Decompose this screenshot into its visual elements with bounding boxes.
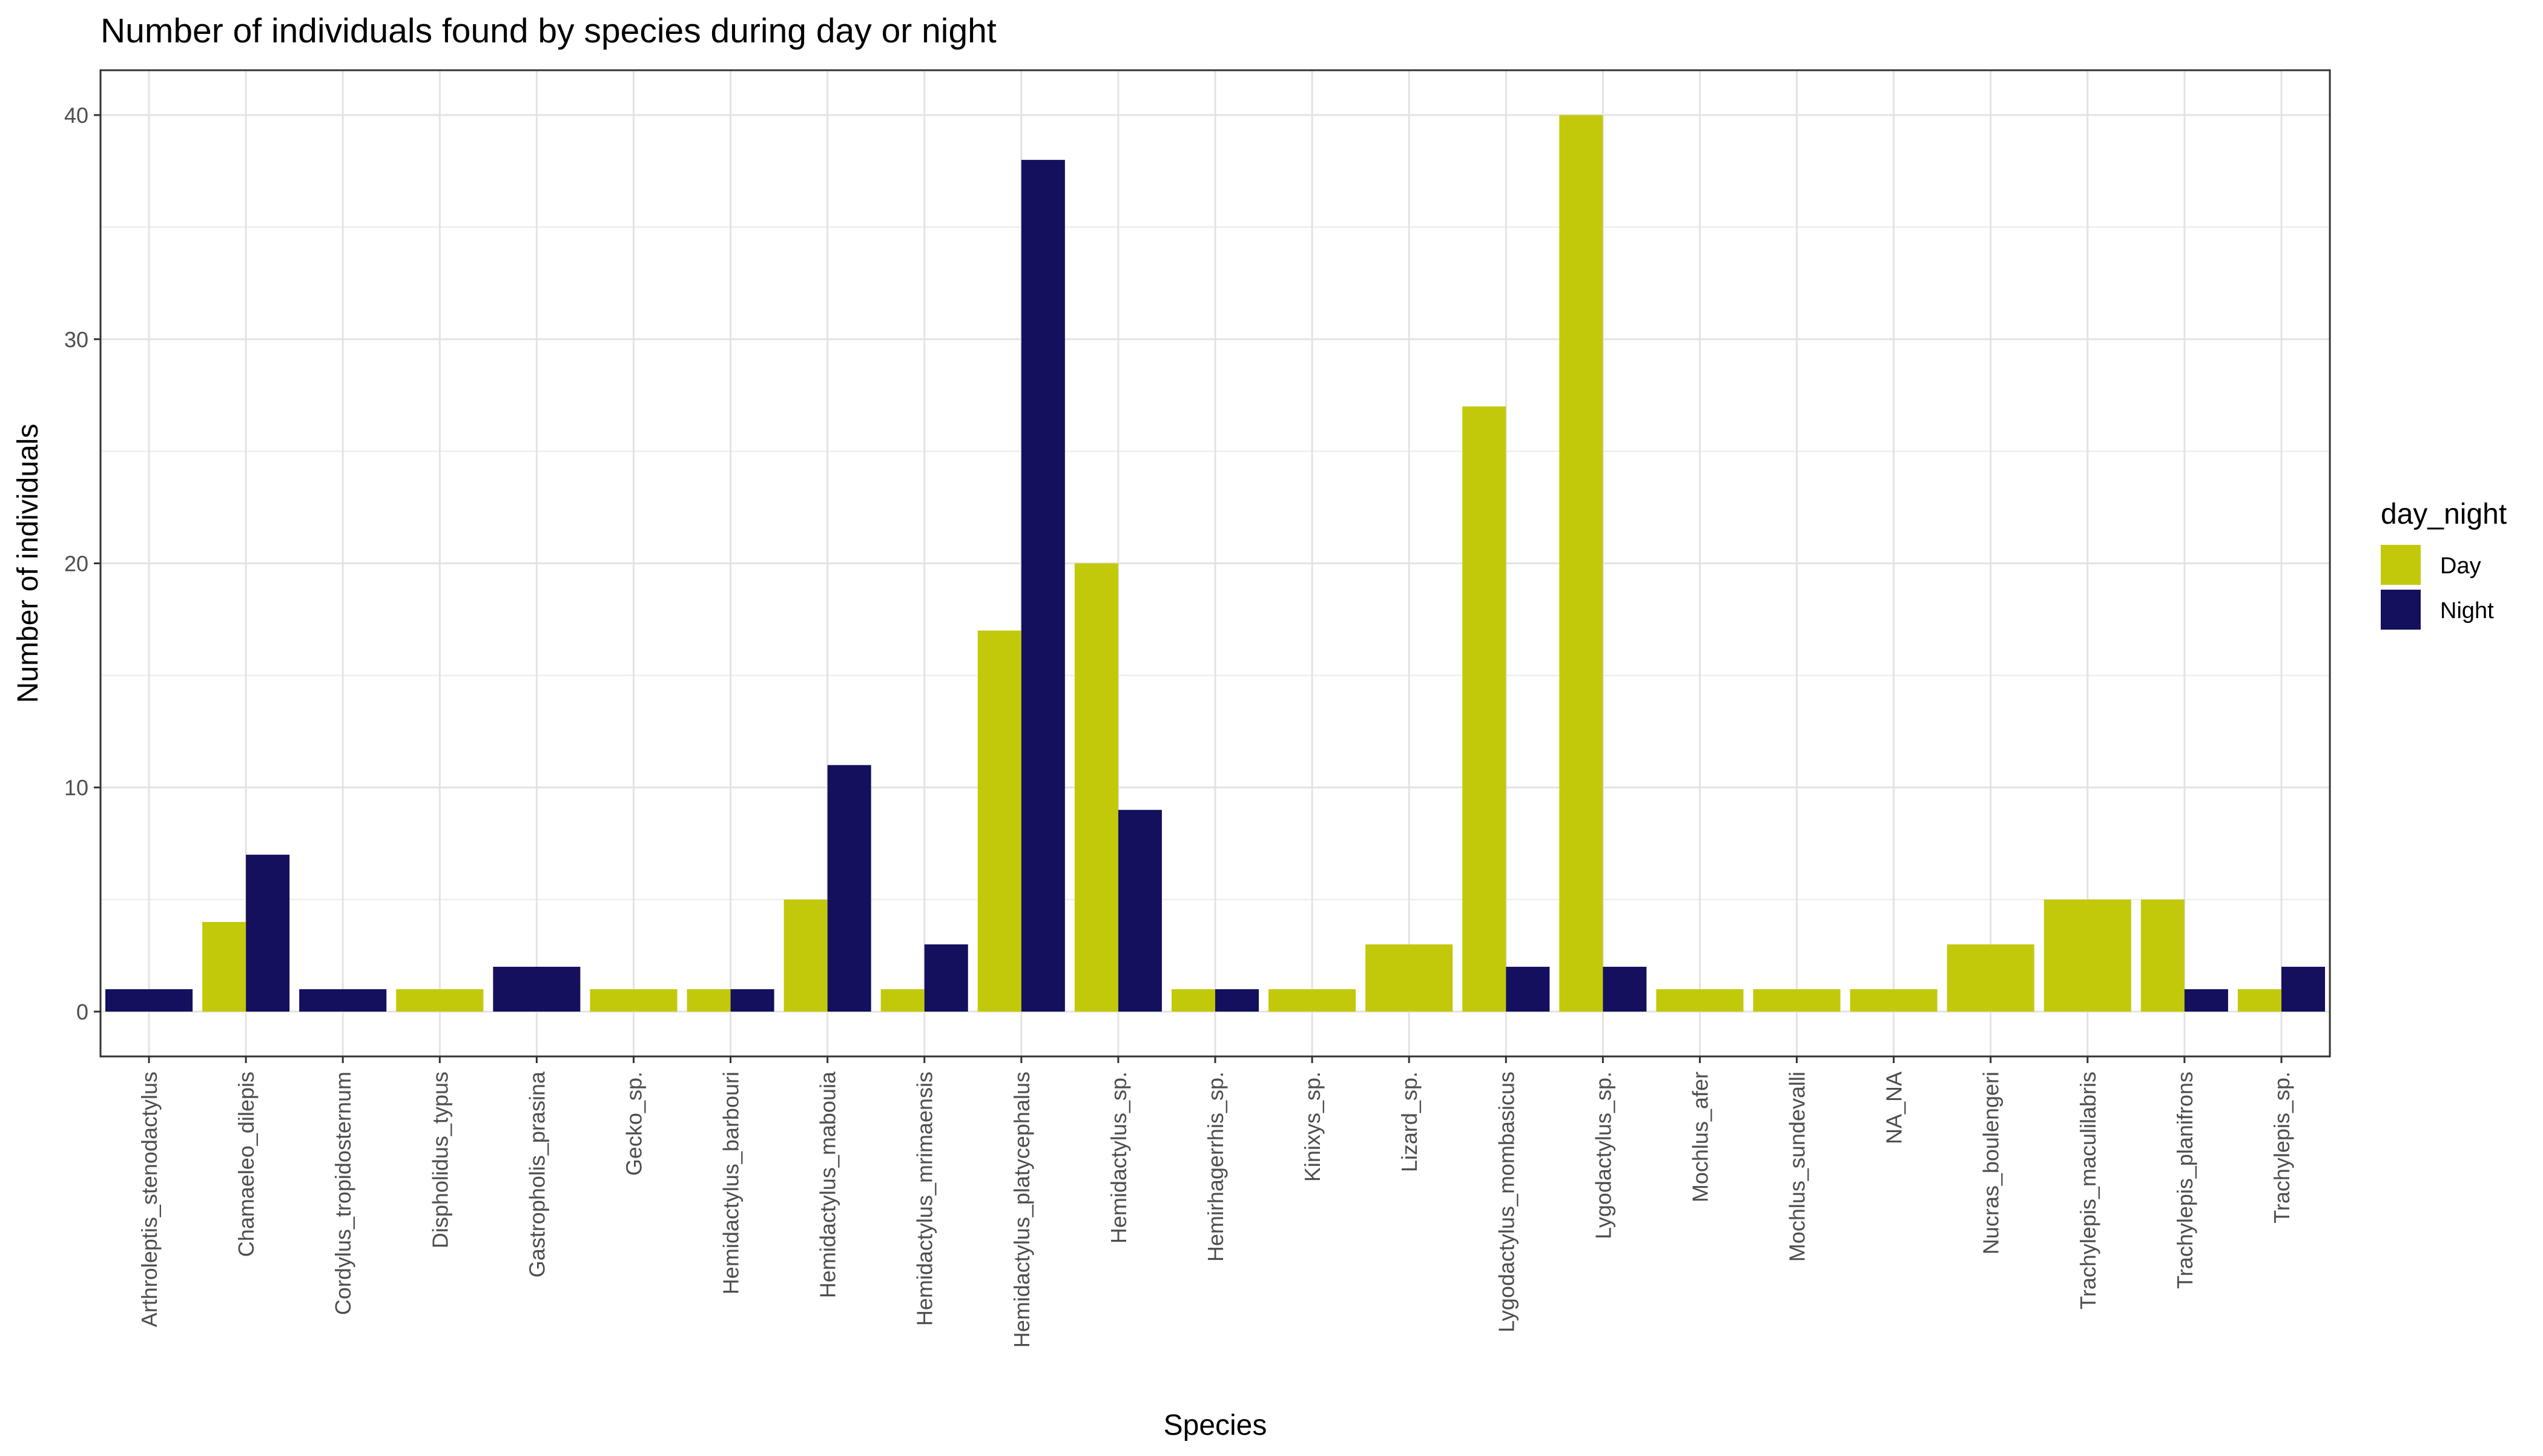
x-tick-label: Hemidactylus_barbouri [719, 1072, 744, 1294]
bar-day [783, 899, 828, 1012]
x-tick-label: Arthroleptis_stenodactylus [137, 1072, 162, 1327]
bar-day [1656, 989, 1744, 1012]
bar-night [1118, 809, 1162, 1012]
bar-night [730, 989, 774, 1012]
x-tick-label: Nucras_boulengeri [1979, 1072, 2004, 1254]
bar-day [1753, 989, 1841, 1012]
x-tick-label: Trachylepis_planifrons [2172, 1072, 2197, 1289]
bar-day [396, 989, 484, 1012]
x-tick-label: Mochlus_afer [1687, 1072, 1712, 1202]
x-tick-label: Chamaeleo_dilepis [234, 1072, 259, 1257]
x-tick-label: Hemidactylus_platycephalus [1009, 1072, 1034, 1348]
bar-day [1947, 944, 2034, 1012]
legend-label-night: Night [2440, 598, 2494, 624]
bar-day [2237, 989, 2281, 1012]
bar-night [105, 989, 193, 1012]
chart-title: Number of individuals found by species d… [101, 12, 997, 50]
bar-day [977, 630, 1021, 1012]
bar-day [687, 989, 731, 1012]
x-tick-label: Hemirhagerrhis_sp. [1203, 1072, 1228, 1262]
legend-label-day: Day [2440, 553, 2481, 579]
bar-day [1268, 989, 1356, 1012]
bar-day [202, 921, 246, 1012]
y-tick-label: 20 [64, 552, 88, 576]
bar-day [1462, 406, 1506, 1012]
x-tick-label: Dispholidus_typus [427, 1072, 452, 1248]
x-tick-label: Gecko_sp. [621, 1072, 646, 1176]
bar-night [2281, 966, 2325, 1012]
bar-day [1559, 115, 1603, 1012]
y-tick-label: 40 [64, 103, 88, 128]
bar-night [1603, 966, 1647, 1012]
x-tick-label: Hemidactylus_mrimaensis [912, 1072, 937, 1326]
bar-night [1506, 966, 1550, 1012]
bar-day [1074, 563, 1118, 1012]
bar-day [1850, 989, 1938, 1012]
x-tick-label: Mochlus_sundevalli [1785, 1072, 1810, 1262]
x-tick-label: Hemidactylus_sp. [1106, 1072, 1131, 1244]
bar-night [493, 966, 581, 1012]
x-axis: Arthroleptis_stenodactylus Chamaeleo_dile… [137, 1056, 2294, 1348]
bar-night [2184, 989, 2228, 1012]
bars-layer [105, 115, 2325, 1012]
grid-layer [101, 70, 2330, 1056]
bar-night [827, 765, 871, 1012]
x-tick-label: Trachylepis_maculilabris [2076, 1072, 2100, 1309]
y-tick-label: 30 [64, 327, 88, 352]
bar-night [1021, 160, 1065, 1012]
x-tick-label: Gastropholis_prasina [524, 1071, 549, 1277]
bar-night [924, 944, 968, 1012]
bar-day [2140, 899, 2185, 1012]
bar-day [1171, 989, 1215, 1012]
legend-key-day [2381, 545, 2421, 585]
y-tick-label: 10 [64, 776, 88, 800]
bar-night [246, 854, 290, 1012]
x-tick-label: Lygodactylus_mombasicus [1494, 1072, 1519, 1332]
bar-night [1215, 989, 1259, 1012]
bar-day [2043, 899, 2131, 1012]
x-tick-label: Trachylepis_sp. [2269, 1072, 2294, 1224]
x-axis-title: Species [1164, 1409, 1267, 1441]
legend: day_night Day Night [2381, 498, 2507, 630]
bar-day [590, 989, 678, 1012]
y-axis-title: Number of individuals [12, 424, 44, 703]
legend-title: day_night [2381, 498, 2507, 530]
x-tick-label: NA_NA [1882, 1072, 1907, 1144]
x-tick-label: Lizard_sp. [1397, 1072, 1422, 1172]
bar-day [1365, 944, 1453, 1012]
x-tick-label: Lygodactylus_sp. [1591, 1072, 1615, 1239]
y-axis: 0 10 20 30 40 [64, 103, 101, 1024]
x-tick-label: Cordylus_tropidosternum [331, 1072, 355, 1315]
legend-key-night [2381, 590, 2421, 630]
y-tick-label: 0 [76, 1000, 88, 1024]
bar-day [880, 989, 925, 1012]
x-tick-label: Kinixys_sp. [1300, 1072, 1325, 1182]
x-tick-label: Hemidactylus_mabouia [816, 1071, 840, 1298]
bar-night [299, 989, 387, 1012]
